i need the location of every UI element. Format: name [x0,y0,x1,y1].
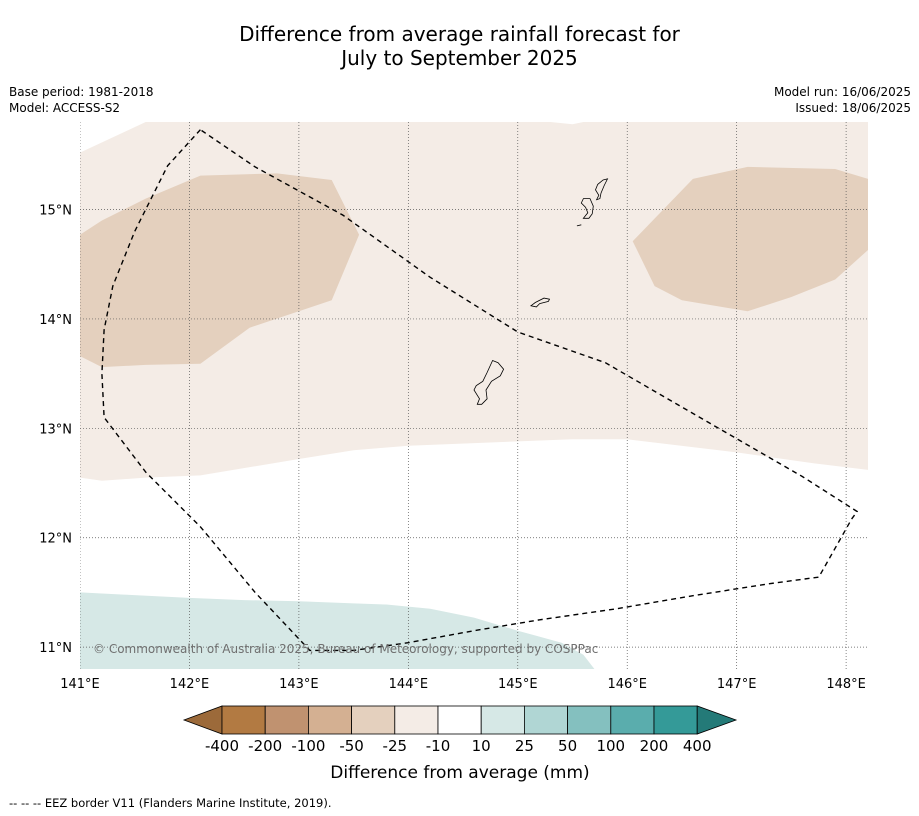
y-tick-label: 12°N [39,532,72,547]
colorbar-tick-label: 25 [515,737,534,755]
colorbar-swatch [221,705,266,735]
colorbar-tick-label: 200 [640,737,669,755]
colorbar-tick-label: 50 [558,737,577,755]
colorbar-tick-label: -25 [383,737,408,755]
island-outline [580,198,594,219]
colorbar-swatch [653,705,698,735]
chart-title-line-2: July to September 2025 [341,46,578,70]
colorbar-swatch [351,705,396,735]
x-tick-label: 147°E [717,677,757,692]
colorbar-label: Difference from average (mm) [330,763,589,783]
x-tick-label: 148°E [826,677,866,692]
x-tick-label: 142°E [170,677,210,692]
copyright-note: © Commonwealth of Australia 2025, Bureau… [93,642,598,656]
colorbar-tick-label: -50 [339,737,364,755]
x-tick-label: 145°E [498,677,538,692]
colorbar-tick-label: 100 [596,737,625,755]
y-tick-label: 14°N [39,313,72,328]
colorbar-tick-label: -100 [291,737,325,755]
colorbar-swatch [264,705,309,735]
x-tick-label: 146°E [607,677,647,692]
colorbar-tick-label: -10 [426,737,451,755]
chart-info-left: Base period: 1981-2018 Model: ACCESS-S2 [9,84,154,116]
rainfall-region [80,592,595,669]
colorbar-extend-low [182,705,223,735]
x-axis-ticks: 141°E 142°E 143°E 144°E 145°E 146°E 147°E 148°E [60,677,866,692]
x-tick-label: 143°E [279,677,319,692]
y-axis-ticks: 11°N 12°N 13°N 14°N 15°N [39,204,72,657]
colorbar-swatch [567,705,612,735]
chart-title: Difference from average rainfall forecas… [0,22,919,70]
colorbar-extend-high [696,705,738,735]
y-tick-label: 15°N [39,204,72,219]
colorbar-swatch [437,705,482,735]
grid-layer [80,122,868,669]
y-tick-label: 13°N [39,422,72,437]
rainfall-region [632,166,868,312]
chart-info-right: Model run: 16/06/2025 Issued: 18/06/2025 [774,84,911,116]
colorbar-swatch [610,705,655,735]
colorbar-tick-label: -200 [248,737,282,755]
colorbar-tick-label: -400 [205,737,239,755]
colorbar-swatch [524,705,569,735]
colorbar-tick-label: 10 [472,737,491,755]
eez-footnote: -- -- -- EEZ border V11 (Flanders Marine… [9,796,332,810]
y-tick-label: 11°N [39,641,72,656]
colorbar-tick-label: 400 [683,737,712,755]
base-period-label: Base period: 1981-2018 [9,85,154,99]
island-outline [529,297,551,308]
rainfall-regions-layer [80,122,868,669]
island-outline [473,359,505,405]
x-tick-label: 144°E [389,677,429,692]
issued-label: Issued: 18/06/2025 [795,101,911,115]
island-outline [576,224,582,227]
colorbar-swatch [307,705,352,735]
colorbar-swatch [480,705,525,735]
chart-title-line-1: Difference from average rainfall forecas… [239,22,680,46]
colorbar: -400 -200 -100 -50 -25 -10 10 25 50 100 200 400 [182,705,738,755]
island-outline [595,178,609,201]
colorbar-swatch [394,705,439,735]
model-label: Model: ACCESS-S2 [9,101,121,115]
eez-border-layer [101,129,859,652]
x-tick-label: 141°E [60,677,100,692]
islands-layer [473,178,609,405]
model-run-label: Model run: 16/06/2025 [773,85,911,99]
eez-border-line [101,129,859,652]
